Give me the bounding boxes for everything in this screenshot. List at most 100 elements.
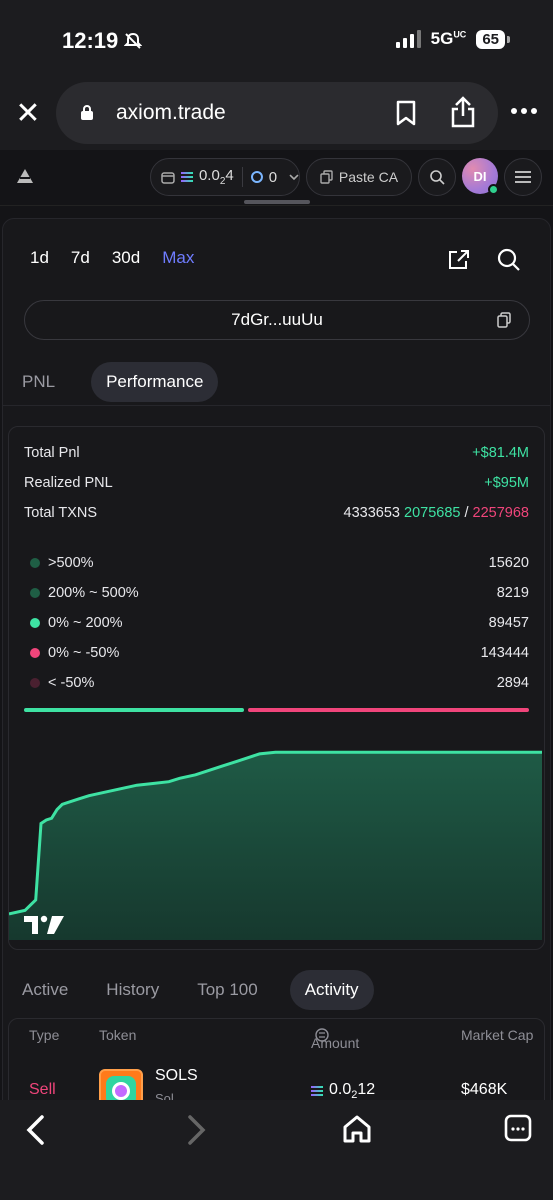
tradingview-logo-icon[interactable] — [22, 912, 66, 936]
search-button[interactable] — [418, 158, 456, 196]
total-pnl-row: Total Pnl +$81.4M — [24, 445, 529, 461]
col-market-cap[interactable]: Market Cap — [461, 1027, 534, 1043]
app-header: 0.024 0 Paste CA DI — [0, 150, 553, 206]
online-status-dot — [488, 184, 499, 195]
total-pnl-value: +$81.4M — [472, 445, 529, 461]
status-bar: 12:19 5GUC 65 — [0, 0, 553, 80]
coin-icon — [250, 171, 263, 183]
solana-icon — [311, 1086, 323, 1097]
wallet-sol-balance: 0.024 — [198, 167, 234, 187]
distribution-label: >500% — [48, 555, 94, 571]
distribution-row: >500% 15620 — [24, 555, 529, 571]
wallet-address-field[interactable]: 7dGr...uuUu — [24, 300, 530, 340]
chevron-down-icon — [289, 174, 299, 181]
search-icon — [430, 170, 445, 185]
wallet-selector[interactable]: 0.024 0 — [150, 158, 300, 196]
tab-top-100[interactable]: Top 100 — [197, 980, 258, 999]
chart-area — [9, 752, 542, 940]
realized-pnl-label: Realized PNL — [24, 475, 113, 491]
home-icon[interactable] — [342, 1114, 372, 1144]
clock: 12:19 — [62, 28, 143, 54]
distribution-label: 0% ~ -50% — [48, 645, 120, 661]
copy-icon[interactable] — [497, 312, 511, 328]
avatar[interactable]: DI — [462, 158, 499, 195]
paste-ca-button[interactable]: Paste CA — [306, 158, 412, 196]
distribution-value: 89457 — [488, 615, 529, 631]
distribution-label: 0% ~ 200% — [48, 615, 123, 631]
paste-ca-label: Paste CA — [338, 169, 399, 185]
tab-active[interactable]: Active — [22, 980, 69, 999]
more-icon[interactable] — [511, 108, 537, 114]
range-1d[interactable]: 1d — [30, 248, 49, 267]
time-range-selector: 1d 7d 30d Max — [30, 248, 194, 268]
tab-performance[interactable]: Performance — [91, 362, 219, 402]
currency-toggle-icon[interactable] — [315, 1028, 329, 1042]
forward-icon[interactable] — [184, 1114, 208, 1146]
distribution-label: < -50% — [48, 675, 95, 691]
drag-handle[interactable] — [244, 200, 310, 204]
distribution-dot — [30, 618, 40, 628]
realized-pnl-row: Realized PNL +$95M — [24, 475, 529, 491]
distribution-dot — [30, 678, 40, 688]
distribution-value: 2894 — [496, 675, 529, 691]
col-type[interactable]: Type — [29, 1027, 60, 1043]
distribution-value: 8219 — [496, 585, 529, 601]
bell-slash-icon — [124, 32, 143, 49]
loss-ratio-bar — [248, 708, 529, 712]
distribution-dot — [30, 558, 40, 568]
realized-pnl-value: +$95M — [484, 475, 529, 491]
signal-icon — [395, 30, 421, 48]
menu-button[interactable] — [504, 158, 542, 196]
pnl-subtabs: PNL Performance — [22, 362, 219, 402]
distribution-row: 0% ~ -50% 143444 — [24, 645, 529, 661]
close-icon[interactable]: ✕ — [15, 97, 41, 130]
col-token[interactable]: Token — [99, 1027, 137, 1043]
hamburger-icon — [515, 171, 531, 183]
total-txns-label: Total TXNS — [24, 505, 98, 521]
range-30d[interactable]: 30d — [111, 248, 141, 267]
wallet-address: 7dGr...uuUu — [231, 310, 323, 329]
axiom-logo-icon[interactable] — [16, 168, 34, 184]
range-max[interactable]: Max — [162, 248, 195, 267]
external-link-icon[interactable] — [447, 249, 471, 271]
total-txns-row: Total TXNS 4333653 2075685 / 2257968 — [24, 505, 529, 521]
wallet-count: 0 — [268, 168, 278, 186]
url-bar[interactable]: axiom.trade — [56, 82, 498, 144]
tab-activity[interactable]: Activity — [289, 970, 374, 1010]
solana-icon — [180, 172, 193, 182]
distribution-value: 143444 — [480, 645, 529, 661]
token-name[interactable]: SOLS — [155, 1067, 198, 1084]
wallet-icon — [161, 171, 175, 184]
distribution-label: 200% ~ 500% — [48, 585, 139, 601]
divider — [2, 405, 551, 406]
pnl-chart — [9, 750, 542, 940]
table-header: Type Token Amount Market Cap — [9, 1019, 544, 1051]
browser-bottom-nav — [0, 1100, 553, 1200]
distribution-row: 0% ~ 200% 89457 — [24, 615, 529, 631]
back-icon[interactable] — [24, 1114, 48, 1146]
distribution-dot — [30, 648, 40, 658]
distribution-dot — [30, 588, 40, 598]
txns-buy: 2075685 — [404, 505, 461, 521]
row-market-cap: $468K — [461, 1081, 508, 1098]
battery-icon: 65 — [476, 29, 510, 49]
bottom-tabs: Active History Top 100 Activity — [22, 970, 374, 1010]
bookmark-icon[interactable] — [395, 100, 417, 126]
txns-sell: 2257968 — [472, 505, 529, 521]
distribution-row: < -50% 2894 — [24, 675, 529, 691]
total-pnl-label: Total Pnl — [24, 445, 80, 461]
win-ratio-bar — [24, 708, 245, 712]
browser-toolbar: ✕ axiom.trade — [0, 80, 553, 150]
col-amount[interactable]: Amount — [311, 1027, 359, 1051]
network-type: 5GUC — [430, 29, 467, 48]
range-7d[interactable]: 7d — [70, 248, 90, 267]
search-icon[interactable] — [497, 248, 521, 272]
tabs-icon[interactable] — [504, 1114, 532, 1142]
share-icon[interactable] — [450, 96, 476, 128]
tab-pnl[interactable]: PNL — [22, 372, 56, 391]
distribution-row: 200% ~ 500% 8219 — [24, 585, 529, 601]
copy-icon — [320, 170, 333, 184]
row-type: Sell — [29, 1081, 56, 1098]
tab-history[interactable]: History — [106, 980, 160, 999]
total-txns-values: 4333653 2075685 / 2257968 — [343, 505, 529, 521]
